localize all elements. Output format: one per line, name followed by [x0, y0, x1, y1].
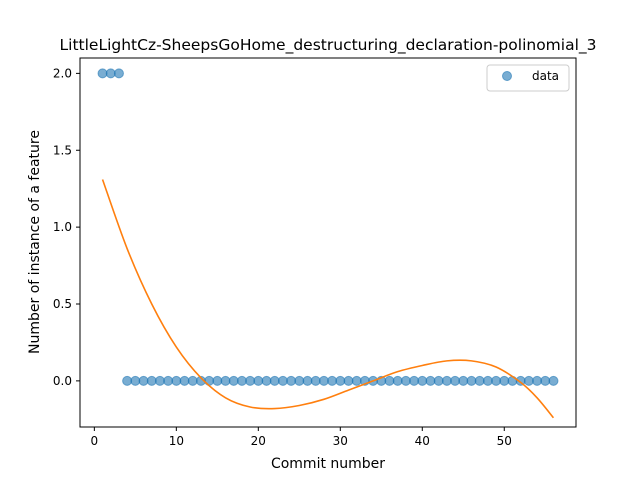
data-point: [351, 375, 362, 386]
fit-line: [101, 179, 555, 419]
y-tick-label: 0.0: [53, 374, 72, 388]
data-point: [253, 375, 264, 386]
data-point: [269, 375, 280, 386]
data-point: [212, 375, 223, 386]
legend: data: [486, 64, 570, 92]
data-point: [130, 375, 141, 386]
data-point: [154, 375, 165, 386]
y-tick-label: 1.5: [53, 143, 72, 157]
chart-title: LittleLightCz-SheepsGoHome_destructuring…: [60, 36, 597, 55]
data-point: [548, 375, 559, 386]
data-point: [310, 375, 321, 386]
data-point: [433, 375, 444, 386]
data-point: [261, 375, 272, 386]
data-point: [187, 375, 198, 386]
data-point: [392, 375, 403, 386]
axis-ticks: 0 10 20 30 40 50 0.0 0.5 1.0 1.5 2.0: [53, 66, 512, 448]
x-tick-label: 10: [169, 434, 184, 448]
data-point: [138, 375, 149, 386]
data-point: [441, 375, 452, 386]
data-point: [491, 375, 502, 386]
data-point: [409, 375, 420, 386]
data-point: [286, 375, 297, 386]
data-point: [228, 375, 239, 386]
data-point: [277, 375, 288, 386]
data-point: [245, 375, 256, 386]
data-point: [236, 375, 247, 386]
data-point: [171, 375, 182, 386]
data-point: [532, 375, 543, 386]
data-point: [425, 375, 436, 386]
data-point: [450, 375, 461, 386]
data-point: [294, 375, 305, 386]
axes-frame: [79, 57, 577, 428]
y-tick-label: 2.0: [53, 66, 72, 80]
data-point: [499, 375, 510, 386]
x-tick-label: 30: [333, 434, 348, 448]
data-point: [318, 375, 329, 386]
data-point: [105, 68, 116, 79]
data-point: [122, 375, 133, 386]
data-point: [220, 375, 231, 386]
legend-marker-data: [502, 71, 512, 81]
plot-area: [97, 68, 559, 419]
data-point: [474, 375, 485, 386]
x-axis-label: Commit number: [271, 456, 385, 472]
data-point: [327, 375, 338, 386]
y-tick-label: 0.5: [53, 297, 72, 311]
data-point: [335, 375, 346, 386]
y-tick-label: 1.0: [53, 220, 72, 234]
data-point: [204, 375, 215, 386]
data-point: [466, 375, 477, 386]
data-point: [163, 375, 174, 386]
x-tick-label: 20: [251, 434, 266, 448]
data-point: [343, 375, 354, 386]
x-tick-label: 50: [497, 434, 512, 448]
x-tick-label: 0: [91, 434, 99, 448]
data-point: [97, 68, 108, 79]
x-tick-label: 40: [415, 434, 430, 448]
data-point: [384, 375, 395, 386]
y-axis-label: Number of instance of a feature: [27, 130, 43, 354]
data-point: [113, 68, 124, 79]
data-point: [179, 375, 190, 386]
data-point: [507, 375, 518, 386]
data-point: [523, 375, 534, 386]
data-point: [458, 375, 469, 386]
data-point: [302, 375, 313, 386]
data-point: [540, 375, 551, 386]
data-point: [400, 375, 411, 386]
data-point: [417, 375, 428, 386]
data-point: [482, 375, 493, 386]
legend-label-data: data: [532, 69, 559, 83]
data-point: [146, 375, 157, 386]
